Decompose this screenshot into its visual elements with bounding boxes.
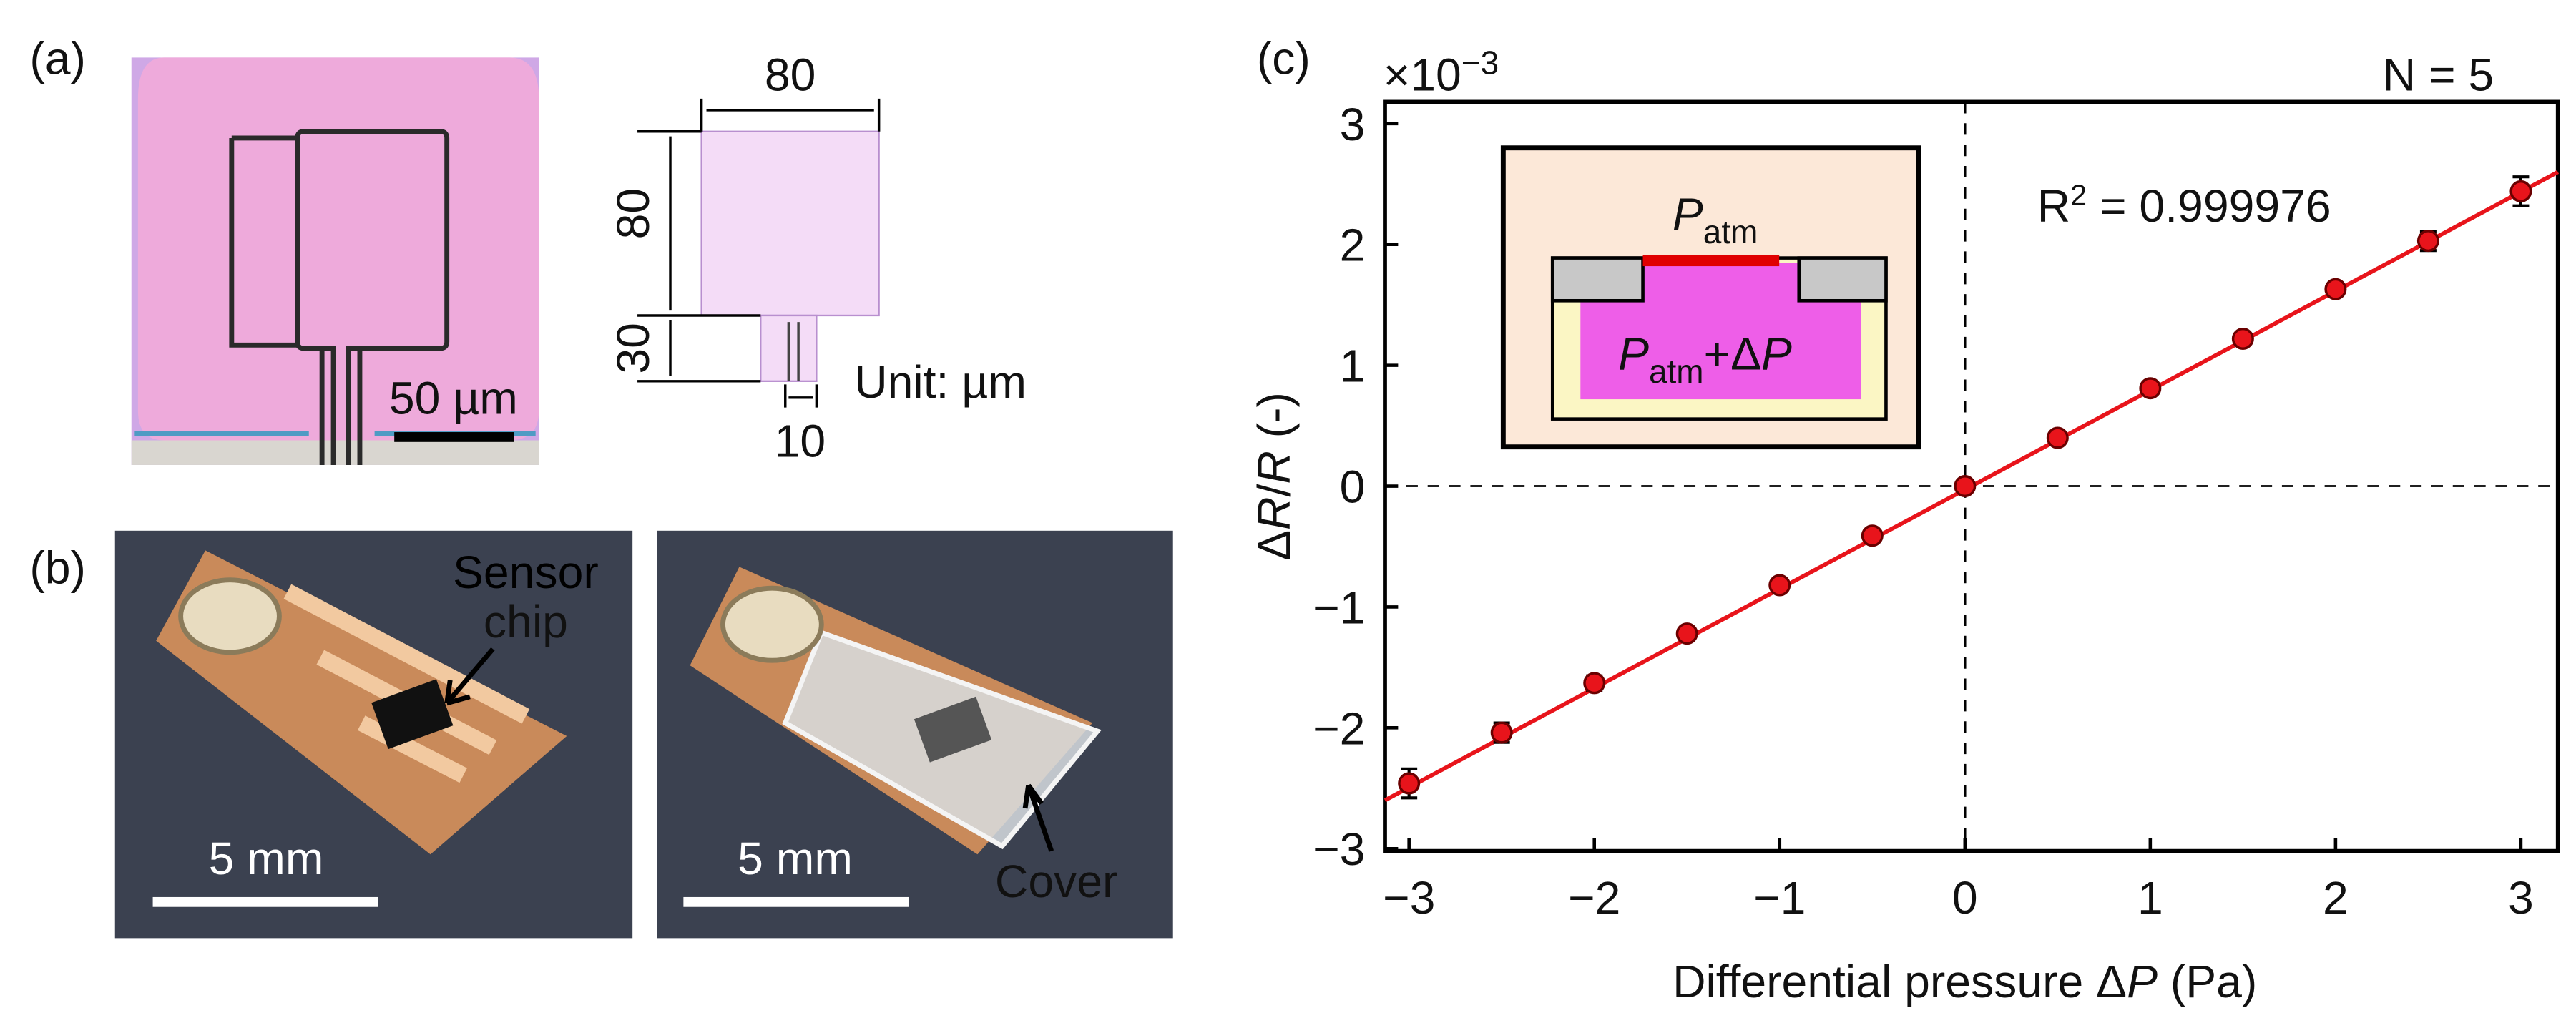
inset-label-subscript: atm xyxy=(1703,213,1758,250)
dimension-label: 80 xyxy=(607,188,659,240)
scale-label: ×10−3 xyxy=(1384,44,1499,100)
x-axis-label: Differential pressure ΔP (Pa) xyxy=(1673,956,2257,1007)
scale-bar xyxy=(394,432,514,442)
inset: Patm Patm+ΔP xyxy=(1500,145,1921,450)
y-axis-label: ΔR/R (-) xyxy=(1248,392,1300,561)
plot-frame xyxy=(1383,99,2560,853)
inset-label-symbol: P xyxy=(1618,328,1649,380)
unit-label: Unit: µm xyxy=(854,356,1027,408)
y-axis-label-part: R xyxy=(1248,497,1300,530)
data-point xyxy=(2416,230,2439,253)
scale-bar-label: 50 µm xyxy=(389,373,518,424)
annotation: N = 5 xyxy=(2383,49,2494,100)
device-connector xyxy=(178,577,282,655)
scale-bar-label: 5 mm xyxy=(209,833,324,884)
scale-base: ×10 xyxy=(1384,49,1461,100)
scale-bar xyxy=(152,896,378,907)
scale-bar xyxy=(683,896,909,907)
x-axis-label-part: (Pa) xyxy=(2158,956,2257,1007)
arrow xyxy=(1022,783,1054,852)
data-point xyxy=(1675,622,1698,645)
x-tick-label: 0 xyxy=(1952,872,1978,924)
panel-label: (b) xyxy=(29,542,86,593)
inset-label-symbol: P xyxy=(1673,189,1703,240)
sensor-label: Sensor xyxy=(453,547,599,598)
x-axis-label-part: P xyxy=(2127,956,2158,1007)
annotation-superscript: 2 xyxy=(2070,179,2087,212)
panel-label: (c) xyxy=(1257,32,1311,84)
inset-label: Patm xyxy=(1673,189,1758,250)
micrograph-trace-outer xyxy=(319,348,363,465)
arrow xyxy=(444,647,495,706)
inset-label: Patm+ΔP xyxy=(1618,328,1792,390)
data-point xyxy=(1583,672,1606,695)
y-tick-label: −3 xyxy=(1313,823,1365,875)
x-tick-label: 2 xyxy=(2323,872,2349,924)
x-tick-label: −3 xyxy=(1383,872,1435,924)
schematic-membrane xyxy=(700,130,880,317)
data-point xyxy=(1954,475,1977,498)
y-tick-label: 3 xyxy=(1340,99,1366,150)
cover-label: Cover xyxy=(995,856,1118,907)
inset-label-subscript: atm xyxy=(1649,353,1704,390)
y-tick-label: 0 xyxy=(1340,461,1366,513)
y-tick-label: −1 xyxy=(1313,582,1365,633)
y-axis-label-part: Δ xyxy=(1248,530,1300,561)
data-point xyxy=(2046,426,2069,449)
inset-chip xyxy=(1550,256,1645,303)
y-tick-label: −2 xyxy=(1313,703,1365,754)
data-point xyxy=(2509,180,2532,202)
data-point xyxy=(1768,574,1791,597)
x-tick-label: 1 xyxy=(2137,872,2163,924)
data-point xyxy=(2231,327,2254,350)
inset-label-delta: +Δ xyxy=(1704,328,1762,380)
inset-label-symbol: P xyxy=(1761,328,1792,380)
sensor-chip xyxy=(914,696,992,763)
sensor-label: chip xyxy=(484,596,568,647)
data-point xyxy=(1490,721,1513,744)
x-tick-label: −1 xyxy=(1753,872,1806,924)
sensor-chip xyxy=(371,679,454,750)
scale-exponent: −3 xyxy=(1461,44,1499,81)
micrograph-trace-left xyxy=(229,135,298,348)
annotation-part: = 0.999976 xyxy=(2087,180,2331,232)
data-point xyxy=(2139,377,2162,400)
y-tick-label: 2 xyxy=(1340,220,1366,271)
y-axis-label-part: R xyxy=(1248,451,1300,484)
micrograph-trace-legs xyxy=(330,348,351,465)
inset-cantilever xyxy=(1642,254,1780,267)
x-tick-label: 3 xyxy=(2508,872,2534,924)
y-axis-label-part: (-) xyxy=(1248,392,1300,451)
dimension-label: 30 xyxy=(607,323,659,374)
dimension-label: 80 xyxy=(765,49,816,100)
panel-label: (a) xyxy=(29,32,86,84)
dimension-lines xyxy=(637,98,881,408)
annotation: R2 = 0.999976 xyxy=(2037,179,2331,232)
dimension-label: 10 xyxy=(775,415,826,466)
device-connector xyxy=(720,585,824,663)
x-tick-label: −2 xyxy=(1568,872,1620,924)
y-tick-label: 1 xyxy=(1340,341,1366,392)
data-point xyxy=(1861,524,1884,547)
micrograph-trace xyxy=(295,129,450,465)
scale-bar-label: 5 mm xyxy=(738,833,853,884)
annotation-part: R xyxy=(2037,180,2070,232)
x-axis-label-part: Differential pressure Δ xyxy=(1673,956,2127,1007)
data-point xyxy=(2324,278,2347,300)
data-point xyxy=(1398,772,1421,795)
y-axis-label-part: / xyxy=(1248,484,1300,497)
chart: (c) ×10−3 N = 5 Patm Patm+ΔP R2 = 0.9999… xyxy=(1248,32,2560,1007)
inset-chip xyxy=(1797,256,1888,303)
